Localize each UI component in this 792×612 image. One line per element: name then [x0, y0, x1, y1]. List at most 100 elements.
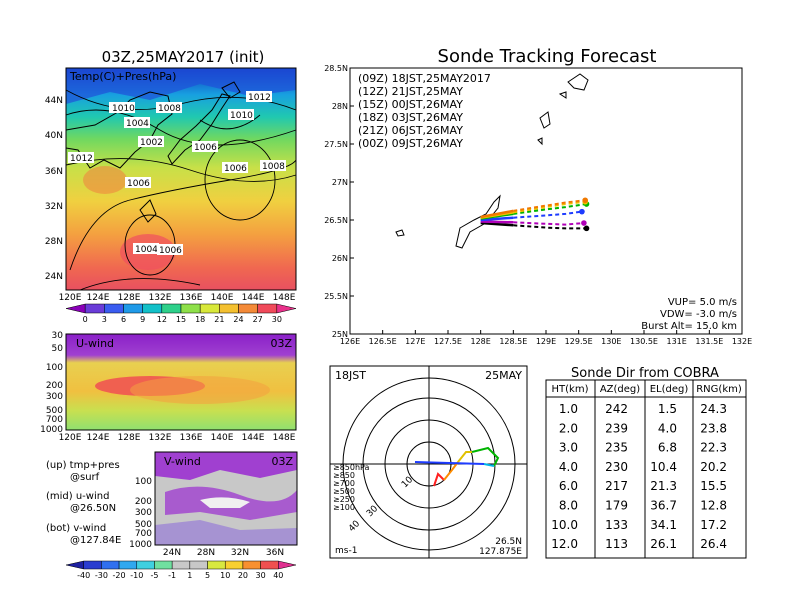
- legend-entry: (09Z) 18JST,25MAY2017: [358, 72, 491, 85]
- table-cell: 15.5: [700, 479, 727, 493]
- lat-tick: 40N: [45, 131, 63, 141]
- y-tick-label: 28N: [332, 102, 348, 111]
- colorbar-swatch: [238, 303, 258, 314]
- colorbar-swatch: [276, 303, 297, 314]
- colorbar-label: 1: [187, 571, 192, 580]
- isobar-label: 1012: [70, 154, 93, 164]
- colorbar-swatch: [278, 560, 297, 570]
- lon-tick: 148E: [273, 293, 296, 303]
- colorbar-swatch: [136, 560, 155, 570]
- temp-map-lat-ticks: 44N 40N 36N 32N 28N 24N: [45, 96, 63, 282]
- p-tick: 500: [135, 520, 152, 530]
- table-cell: 12.0: [551, 537, 578, 551]
- table-cell: 2.0: [559, 421, 578, 435]
- track-dashed: [513, 221, 584, 226]
- legend-entry: (00Z) 09JST,26MAY: [358, 137, 463, 150]
- colorbar-label: -1: [168, 571, 176, 580]
- colorbar-label: 0: [83, 315, 88, 324]
- track-solid: [480, 221, 514, 227]
- table-cell: 133: [605, 518, 628, 532]
- hodograph-position2: 127.875E: [479, 547, 522, 557]
- colorbar-swatch: [101, 560, 120, 570]
- table-header: AZ(deg): [600, 384, 640, 395]
- tracking-legend: (09Z) 18JST,25MAY2017 (12Z) 21JST,25MAY …: [358, 72, 491, 150]
- hodograph-position: 26.5N: [495, 537, 522, 547]
- note-sub: @127.84E: [70, 535, 121, 546]
- colorbar-swatch: [142, 303, 163, 314]
- x-tick-label: 127.5E: [434, 337, 462, 346]
- p-tick: 50: [52, 344, 64, 354]
- level-label: ≥700: [333, 479, 355, 488]
- lat-tick: 24N: [163, 548, 181, 558]
- isobar-label: 1006: [194, 143, 217, 153]
- table-cell: 179: [605, 499, 628, 513]
- vup-annotation: VUP= 5.0 m/s: [668, 297, 737, 308]
- legend-entry: (18Z) 03JST,26MAY: [358, 111, 463, 124]
- table-cell: 1.5: [658, 402, 677, 416]
- hodograph-time-right: 25MAY: [485, 369, 522, 382]
- level-legend: ≥850hPa ≥850 ≥700 ≥500 ≥250 ≥100: [333, 463, 370, 512]
- p-tick: 700: [135, 529, 152, 539]
- x-tick-label: 127E: [405, 337, 425, 346]
- colorbar-label: -40: [77, 571, 90, 580]
- table-cell: 24.3: [700, 402, 727, 416]
- y-tick-label: 28.5N: [324, 64, 348, 73]
- lon-tick: 128E: [118, 433, 141, 443]
- table-cell: 4.0: [559, 460, 578, 474]
- isobar-label: 1006: [159, 246, 182, 256]
- colorbar-label: 15: [176, 315, 186, 324]
- table-cell: 113: [605, 537, 628, 551]
- p-tick: 700: [46, 415, 63, 425]
- vwind-lat-ticks: 24N 28N 32N 36N: [163, 548, 284, 558]
- track-dashed: [513, 210, 583, 219]
- temp-map-lon-ticks: 120E 124E 128E 132E 136E 140E 144E 148E: [59, 293, 296, 303]
- x-tick-label: 129.5E: [565, 337, 593, 346]
- lon-tick: 136E: [180, 433, 203, 443]
- table-cell: 20.2: [700, 460, 727, 474]
- track-endpoint: [581, 220, 587, 226]
- table-cell: 3.0: [559, 441, 578, 455]
- table-cell: 17.2: [700, 518, 727, 532]
- burst-annotation: Burst Alt= 15.0 km: [641, 321, 737, 332]
- uwind-lon-ticks: 120E 124E 128E 132E 136E 140E 144E 148E: [59, 433, 296, 443]
- isobar-labels: 1010 1008 1012 1004 1010 1002 1006 1012 …: [68, 91, 286, 256]
- colorbar-label: -20: [113, 571, 126, 580]
- table-cell: 230: [605, 460, 628, 474]
- lat-tick: 32N: [231, 548, 249, 558]
- isobar-label: 1008: [262, 162, 285, 172]
- hodograph-unit: ms-1: [335, 546, 357, 556]
- isobar-label: 1012: [248, 93, 271, 103]
- y-tick-label: 26.5N: [324, 216, 348, 225]
- colorbar-swatch: [171, 560, 191, 570]
- isobar-label: 1010: [230, 111, 253, 121]
- y-tick-label: 25.5N: [324, 292, 348, 301]
- table-cell: 1.0: [559, 402, 578, 416]
- temp-map: 1010 1008 1012 1004 1010 1002 1006 1012 …: [65, 67, 297, 291]
- x-tick-label: 130E: [601, 337, 621, 346]
- p-tick: 200: [135, 497, 152, 507]
- left-title: 03Z,25MAY2017 (init): [102, 48, 265, 66]
- lat-tick: 32N: [45, 202, 63, 212]
- lon-tick: 144E: [242, 433, 265, 443]
- track-dashed: [513, 203, 587, 215]
- x-tick-label: 132E: [732, 337, 752, 346]
- colorbar-label: 6: [121, 315, 126, 324]
- p-tick: 100: [135, 477, 152, 487]
- level-label: ≥250: [333, 495, 355, 504]
- x-tick-label: 126E: [340, 337, 360, 346]
- colorbar-label: -30: [95, 571, 108, 580]
- p-tick: 300: [135, 508, 152, 518]
- colorbar-label: 3: [102, 315, 107, 324]
- lat-tick: 28N: [197, 548, 215, 558]
- table-cell: 235: [605, 441, 628, 455]
- uwind-p-ticks: 30 50 100 200 300 500 700 1000: [40, 331, 63, 435]
- p-tick: 1000: [129, 540, 152, 550]
- table-cell: 8.0: [559, 499, 578, 513]
- note-sub: @26.50N: [70, 503, 116, 514]
- table-cell: 242: [605, 402, 628, 416]
- table-header: EL(deg): [650, 384, 689, 395]
- colorbar-label: 12: [157, 315, 167, 324]
- table-cell: 12.8: [700, 499, 727, 513]
- table-cell: 239: [605, 421, 628, 435]
- y-tick-label: 25N: [332, 330, 348, 339]
